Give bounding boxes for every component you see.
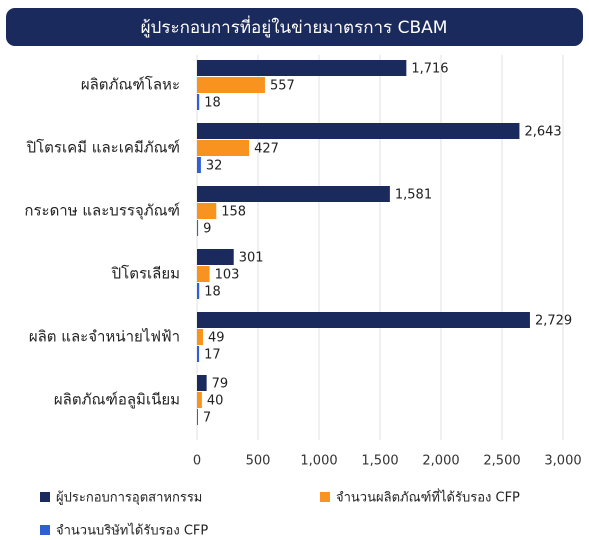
- bar: [197, 60, 407, 76]
- bar: [197, 123, 520, 139]
- chart-title: ผู้ประกอบการที่อยู่ในข่ายมาตรการ CBAM: [141, 15, 448, 38]
- value-label: 17: [204, 348, 221, 363]
- category-label: ปิโตรเคมี และเคมีภัณฑ์: [26, 139, 180, 157]
- value-label: 557: [270, 79, 295, 94]
- bar: [197, 346, 200, 362]
- x-tick-label: 500: [246, 454, 271, 469]
- bar: [197, 312, 530, 328]
- value-label: 427: [254, 142, 279, 157]
- bar: [197, 249, 234, 265]
- value-label: 103: [215, 268, 240, 283]
- category-label: ผลิตภัณฑ์อลูมิเนียม: [54, 391, 180, 409]
- legend-label: จำนวนบริษัทได้รับรอง CFP: [56, 523, 208, 539]
- value-label: 9: [203, 222, 211, 237]
- value-label: 40: [207, 394, 224, 409]
- bar: [197, 392, 202, 408]
- category-label: กระดาษ และบรรจุภัณฑ์: [24, 202, 180, 221]
- category-label: ผลิต และจำหน่ายไฟฟ้า: [29, 328, 180, 346]
- bar: [197, 140, 250, 156]
- legend-swatch: [320, 492, 330, 502]
- category-label: ปิโตรเลียม: [111, 265, 180, 283]
- x-tick-label: 3,000: [544, 454, 581, 469]
- bar: [197, 283, 200, 299]
- bar: [197, 203, 217, 219]
- x-tick-label: 2,500: [483, 454, 520, 469]
- value-label: 18: [204, 285, 221, 300]
- x-tick-label: 1,000: [300, 454, 337, 469]
- x-tick-label: 0: [193, 454, 201, 469]
- bar: [197, 409, 198, 425]
- bar: [197, 375, 207, 391]
- value-label: 301: [239, 251, 264, 266]
- value-label: 1,581: [395, 188, 432, 203]
- x-tick-label: 1,500: [361, 454, 398, 469]
- bar: [197, 157, 201, 173]
- value-label: 158: [221, 205, 246, 220]
- legend-swatch: [40, 492, 50, 502]
- bar: [197, 220, 199, 236]
- value-label: 2,729: [535, 314, 572, 329]
- title-banner: [6, 8, 583, 46]
- value-label: 79: [212, 377, 229, 392]
- value-label: 1,716: [411, 62, 448, 77]
- bar: [197, 186, 390, 202]
- value-label: 49: [208, 331, 225, 346]
- category-label: ผลิตภัณฑ์โลหะ: [81, 76, 180, 94]
- value-label: 18: [204, 96, 221, 111]
- bar: [197, 266, 210, 282]
- value-label: 7: [203, 411, 211, 426]
- legend-swatch: [40, 525, 50, 535]
- legend-label: ผู้ประกอบการอุตสาหกรรม: [56, 491, 202, 506]
- value-label: 32: [206, 159, 223, 174]
- legend-label: จำนวนผลิตภัณฑ์ที่ได้รับรอง CFP: [336, 489, 520, 506]
- x-tick-label: 2,000: [422, 454, 459, 469]
- bar: [197, 329, 203, 345]
- bar: [197, 94, 200, 110]
- bar: [197, 77, 265, 93]
- value-label: 2,643: [524, 125, 561, 140]
